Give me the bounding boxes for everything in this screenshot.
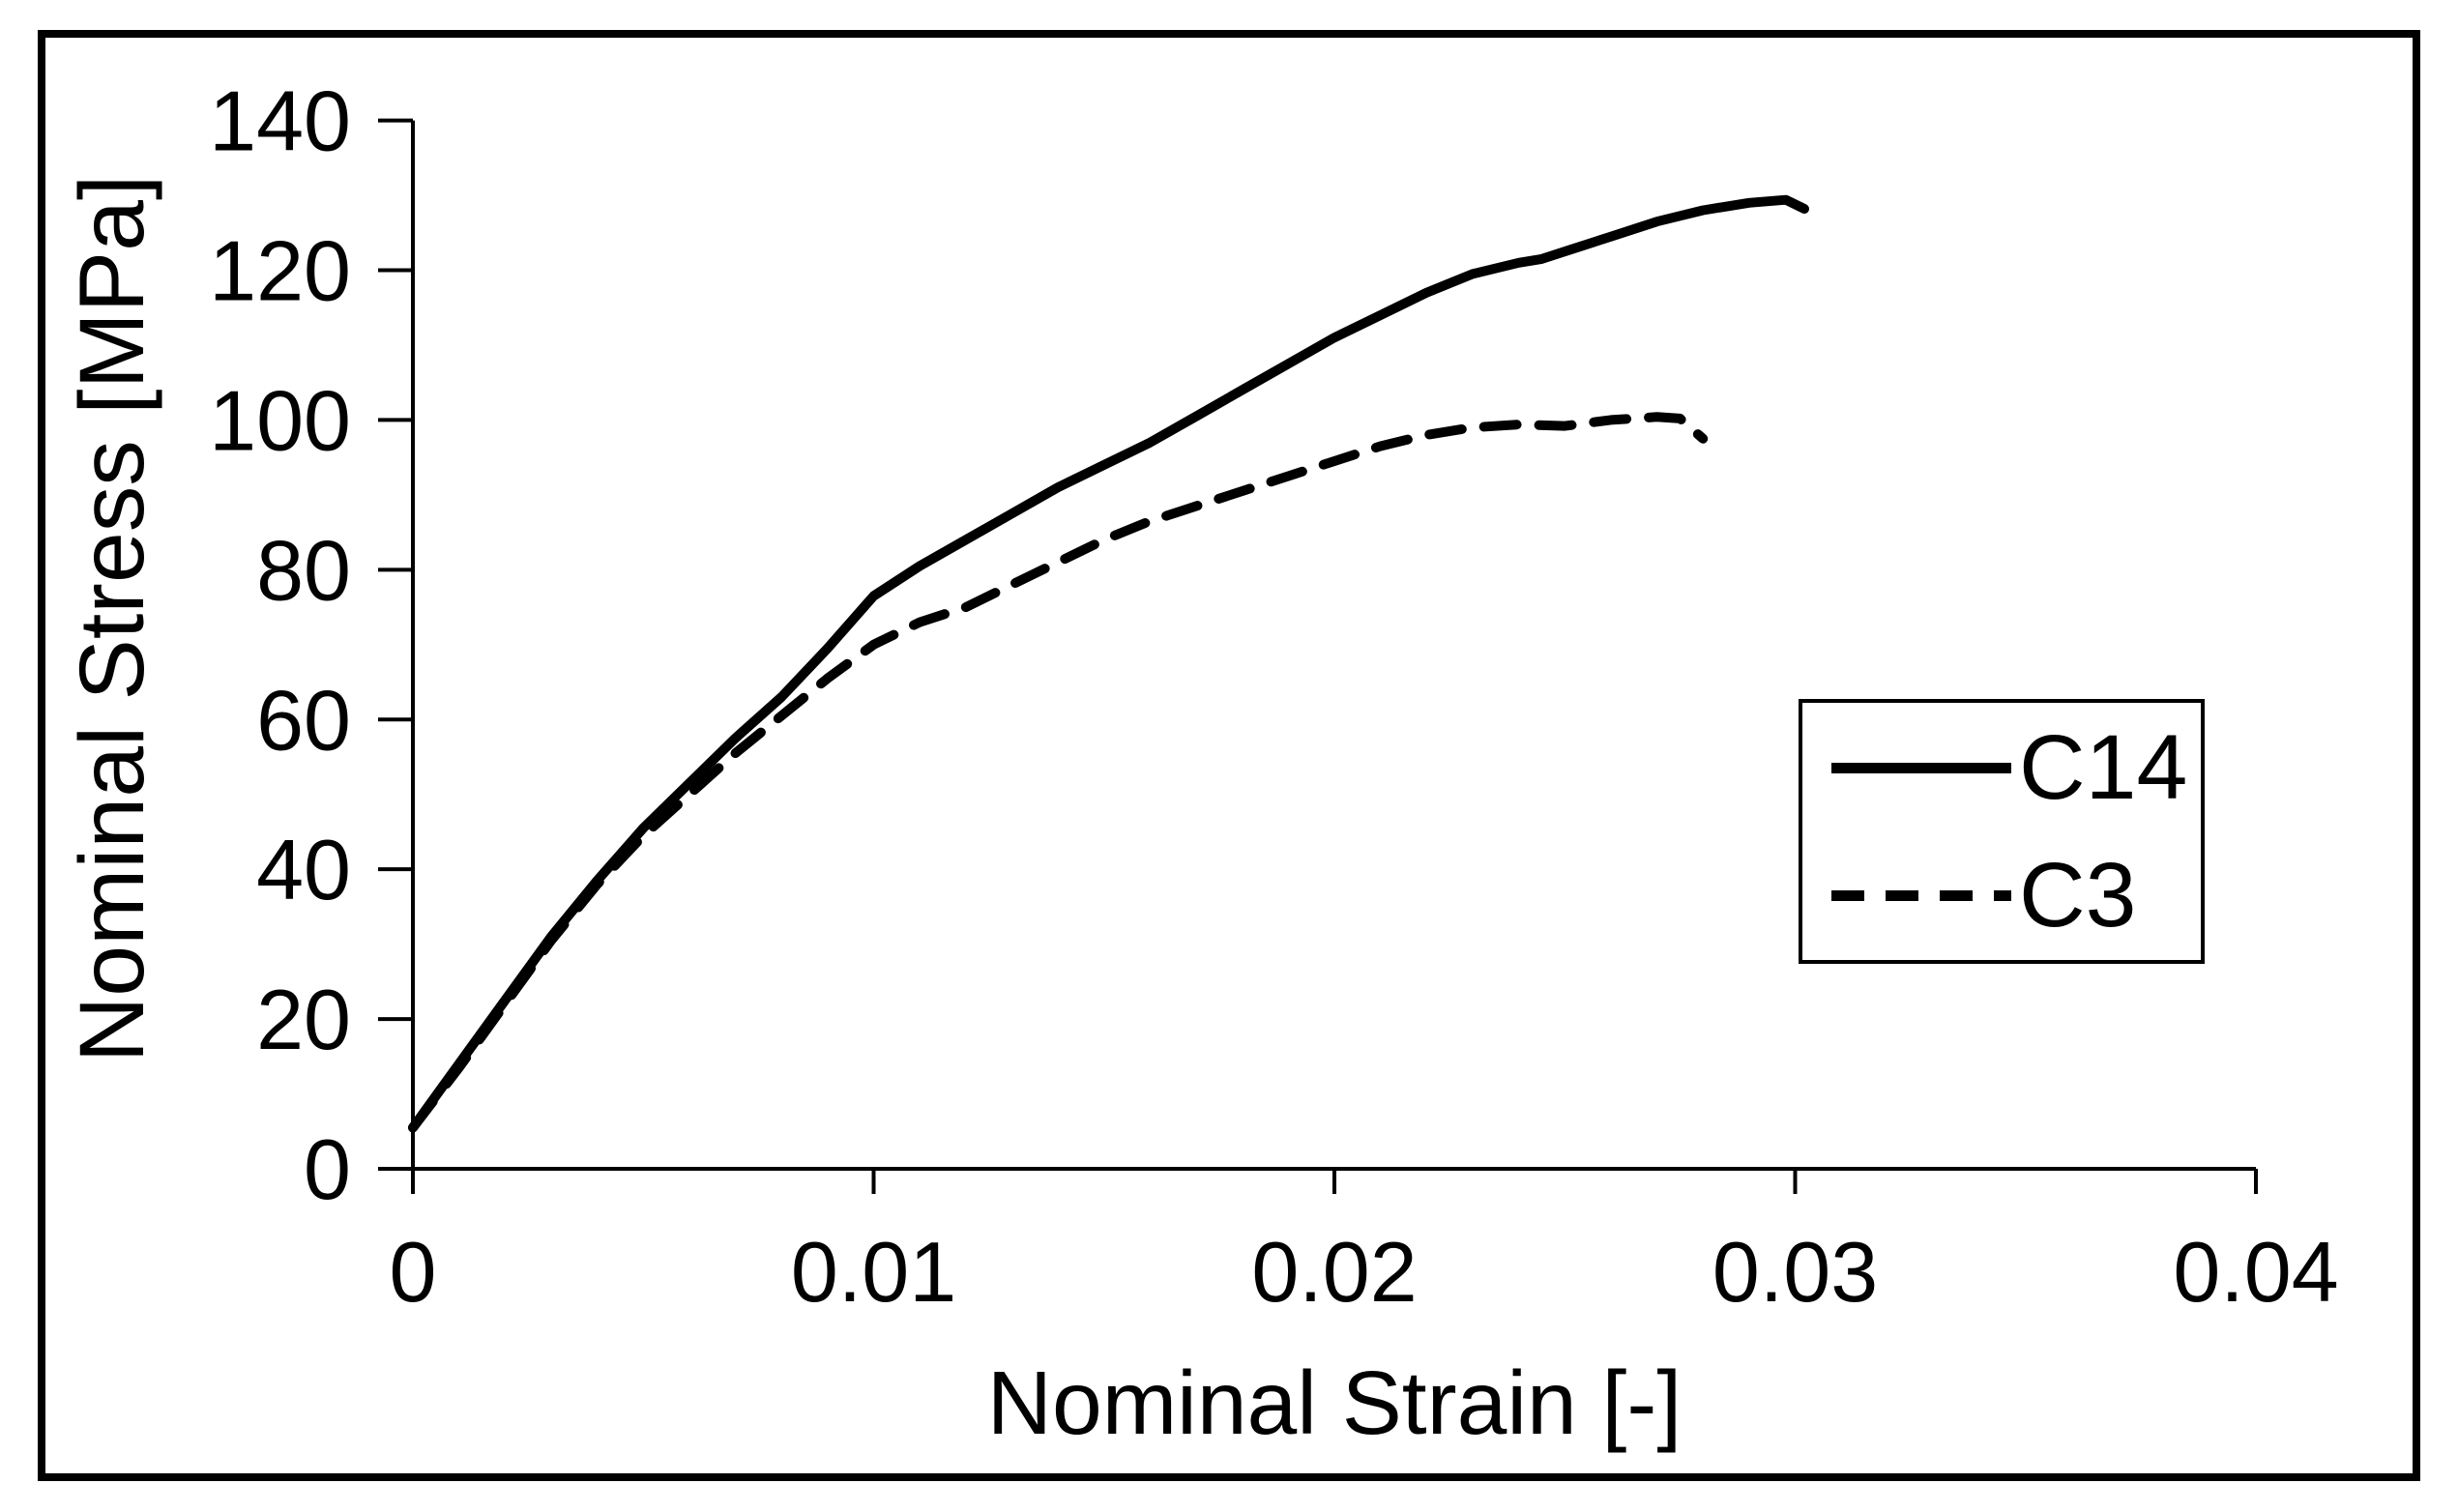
y-tick-label: 20 <box>256 972 351 1067</box>
x-tick-label: 0.04 <box>2173 1224 2338 1320</box>
series-curve-c3 <box>408 412 1709 1133</box>
legend: C14 C3 <box>1799 699 2205 964</box>
series-curve-c14 <box>408 194 1809 1133</box>
y-tick-label: 140 <box>209 73 351 169</box>
x-tick-label: 0.02 <box>1251 1224 1417 1320</box>
y-tick-label: 0 <box>304 1121 351 1217</box>
x-tick-label: 0.03 <box>1712 1224 1878 1320</box>
legend-dashed-line-swatch <box>1831 889 2011 901</box>
x-tick-label: 0 <box>390 1224 437 1320</box>
y-tick-label: 100 <box>209 372 351 468</box>
x-axis-title: Nominal Strain [-] <box>986 1352 1683 1453</box>
y-tick-label: 60 <box>256 672 351 768</box>
legend-item-c14: C14 <box>1802 721 2201 813</box>
y-tick-label: 120 <box>209 223 351 319</box>
y-tick-label: 40 <box>256 822 351 917</box>
legend-label-c3: C3 <box>2019 843 2137 946</box>
legend-item-c3: C3 <box>1802 849 2201 941</box>
x-tick-label: 0.01 <box>791 1224 956 1320</box>
legend-solid-line-swatch <box>1831 762 2011 773</box>
y-axis-title: Nominal Stress [MPa] <box>60 174 163 1063</box>
legend-label-c14: C14 <box>2019 715 2188 819</box>
y-tick-label: 80 <box>256 522 351 618</box>
